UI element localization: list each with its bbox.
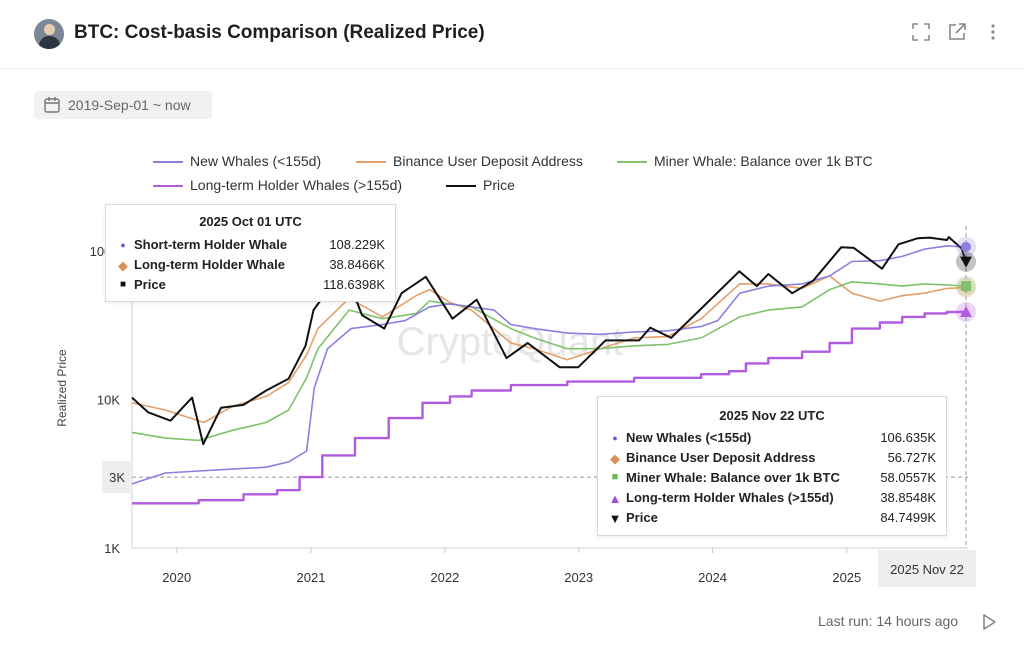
tooltip-title: 2025 Nov 22 UTC [719, 408, 825, 423]
page-title: BTC: Cost-basis Comparison (Realized Pri… [74, 22, 485, 43]
tooltip-row: ▲ Long-term Holder Whales (>155d) 38.8548K [608, 490, 936, 506]
tooltip-row: ▼ Price 84.7499K [608, 510, 936, 526]
crosshair-y-label: 3K [109, 470, 125, 485]
end-marker [961, 281, 971, 292]
y-tick-label: 10K [97, 393, 120, 408]
tooltip-row: ◆ Long-term Holder Whale 38.8466K [118, 257, 385, 273]
x-tick-label: 2025 [832, 570, 861, 585]
tooltip-row: ● Short-term Holder Whale 108.229K [120, 237, 385, 252]
date-range-label: 2019-Sep-01 ~ now [68, 97, 191, 113]
x-tick-label: 2023 [564, 570, 593, 585]
series-line-0 [131, 245, 967, 485]
y-axis-label: Realized Price [55, 349, 69, 427]
last-run-text: Last run: 14 hours ago [818, 613, 959, 629]
x-tick-label: 2020 [162, 570, 191, 585]
date-range-button[interactable]: 2019-Sep-01 ~ now [34, 91, 212, 119]
x-tick-label: 2022 [430, 570, 459, 585]
x-tick-label: 2024 [698, 570, 727, 585]
play-icon[interactable] [979, 612, 999, 632]
avatar[interactable] [34, 19, 64, 49]
tooltip-oct-01: 2025 Oct 01 UTC ● Short-term Holder Whale… [105, 204, 396, 302]
y-tick-label: 1K [104, 541, 120, 556]
expand-icon[interactable] [911, 22, 931, 42]
series-line-4 [131, 236, 967, 446]
series-line-3 [132, 310, 966, 505]
more-vertical-icon[interactable] [983, 22, 1003, 42]
tooltip-title: 2025 Oct 01 UTC [199, 214, 302, 229]
series-line-2 [131, 281, 967, 442]
end-marker [960, 256, 972, 268]
x-tick-label: 2021 [297, 570, 326, 585]
crosshair-x-label-bg [878, 550, 976, 587]
end-marker [960, 305, 972, 317]
crosshair-y-label-bg [102, 461, 132, 494]
open-external-icon[interactable] [947, 22, 967, 42]
crosshair-x-label: 2025 Nov 22 [890, 562, 964, 577]
chart-header: BTC: Cost-basis Comparison (Realized Pri… [0, 0, 1024, 69]
tooltip-row: ■ Miner Whale: Balance over 1k BTC 58.0557… [611, 470, 936, 485]
tooltip-row: ◆ Binance User Deposit Address 56.727K [610, 450, 936, 466]
tooltip-row: ● New Whales (<155d) 106.635K [612, 430, 936, 445]
tooltip-row: ■ Price 118.6398K [119, 277, 385, 292]
calendar-icon [44, 97, 60, 113]
end-marker [961, 241, 971, 252]
tooltip-nov-22: 2025 Nov 22 UTC ● New Whales (<155d) 106.6… [597, 396, 947, 536]
